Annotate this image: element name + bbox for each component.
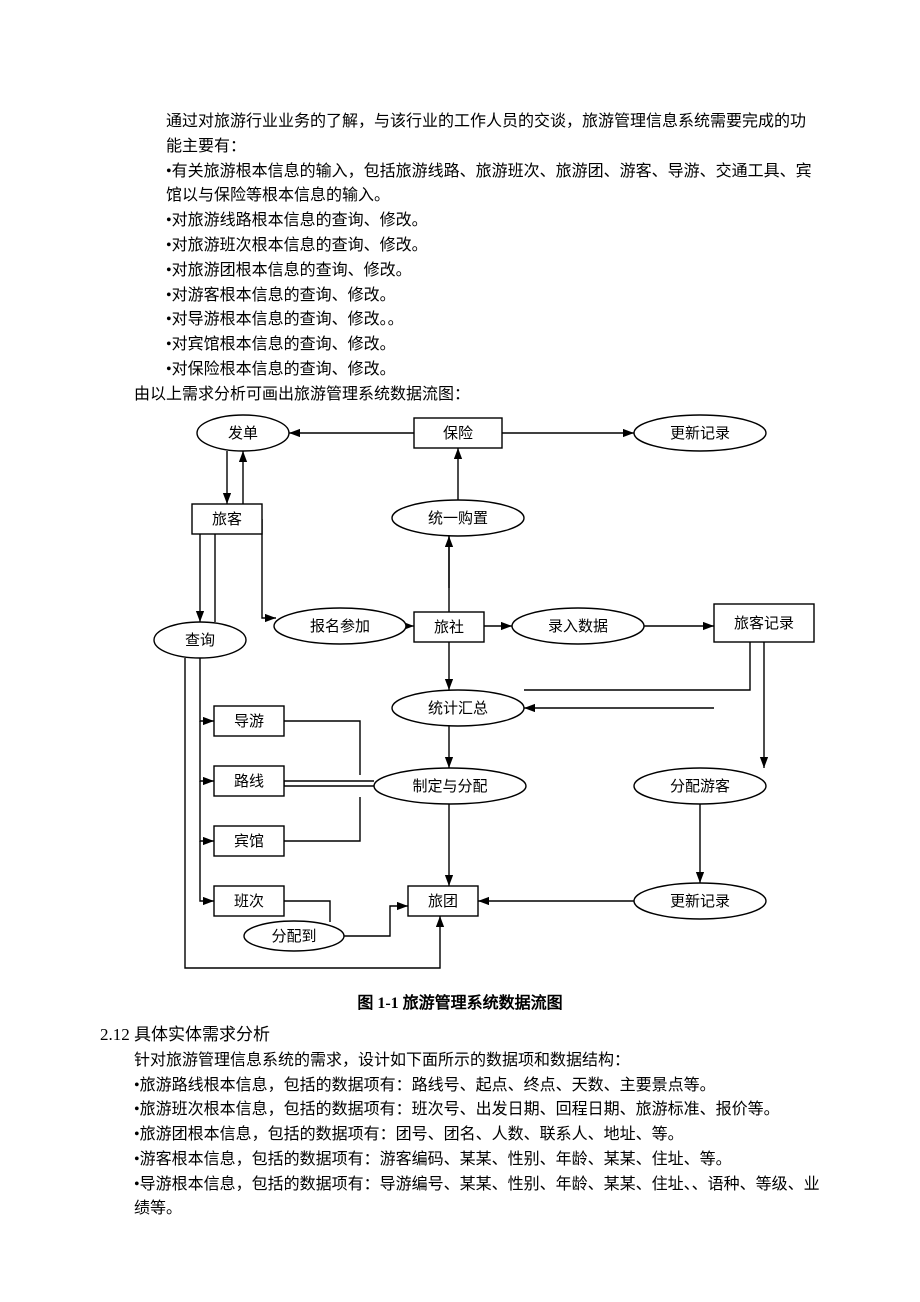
svg-text:班次: 班次 [234,893,264,910]
p2-bullet-5: •导游根本信息，包括的数据项有：导游编号、某某、性别、年龄、某某、住址、、语种、… [134,1173,820,1223]
bullet-4: •对旅游团根本信息的查询、修改。 [166,259,820,284]
p2-bullet-2: •旅游班次根本信息，包括的数据项有：班次号、出发日期、回程日期、旅游标准、报价等… [134,1098,820,1123]
svg-text:旅社: 旅社 [434,619,464,636]
svg-text:统一购置: 统一购置 [428,510,488,527]
svg-text:更新记录: 更新记录 [670,893,730,910]
bullet-6: •对导游根本信息的查询、修改。。 [166,308,820,333]
p2-bullet-1: •旅游路线根本信息，包括的数据项有：路线号、起点、终点、天数、主要景点等。 [134,1074,820,1099]
dataflow-diagram: 保险旅客旅社旅客记录导游路线宾馆班次旅团发单更新记录统一购置报名参加查询录入数据… [100,408,820,988]
svg-text:报名参加: 报名参加 [310,618,370,635]
svg-text:路线: 路线 [234,773,264,790]
svg-text:宾馆: 宾馆 [234,833,264,850]
bullet-7: •对宾馆根本信息的查询、修改。 [166,333,820,358]
p2-intro: 针对旅游管理信息系统的需求，设计如下面所示的数据项和数据结构： [134,1049,820,1074]
svg-text:分配到: 分配到 [271,928,316,945]
svg-text:统计汇总: 统计汇总 [428,700,488,717]
intro-paragraph: 通过对旅游行业业务的了解，与该行业的工作人员的交谈，旅游管理信息系统需要完成的功… [166,110,820,160]
svg-text:发单: 发单 [228,425,258,442]
svg-text:旅客记录: 旅客记录 [734,615,794,632]
p2-bullet-3: •旅游团根本信息，包括的数据项有：团号、团名、人数、联系人、地址、等。 [134,1123,820,1148]
svg-text:分配游客: 分配游客 [670,778,730,795]
svg-text:保险: 保险 [443,425,473,442]
svg-text:制定与分配: 制定与分配 [412,778,487,795]
svg-text:更新记录: 更新记录 [670,425,730,442]
p2-bullet-4: •游客根本信息，包括的数据项有：游客编码、某某、性别、年龄、某某、住址、等。 [134,1148,820,1173]
lead-sentence: 由以上需求分析可画出旅游管理系统数据流图： [134,383,820,408]
svg-text:导游: 导游 [234,713,264,730]
svg-text:查询: 查询 [185,632,215,649]
svg-text:旅团: 旅团 [428,893,458,910]
bullet-2: •对旅游线路根本信息的查询、修改。 [166,209,820,234]
bullet-5: •对游客根本信息的查询、修改。 [166,284,820,309]
bullet-3: •对旅游班次根本信息的查询、修改。 [166,234,820,259]
svg-text:旅客: 旅客 [212,511,242,528]
bullet-1: •有关旅游根本信息的输入，包括旅游线路、旅游班次、旅游团、游客、导游、交通工具、… [166,160,820,210]
svg-text:录入数据: 录入数据 [548,618,608,635]
bullet-8: •对保险根本信息的查询、修改。 [166,358,820,383]
figure-caption: 图 1-1 旅游管理系统数据流图 [100,992,820,1017]
section-heading: 2.12 具体实体需求分析 [100,1022,820,1048]
